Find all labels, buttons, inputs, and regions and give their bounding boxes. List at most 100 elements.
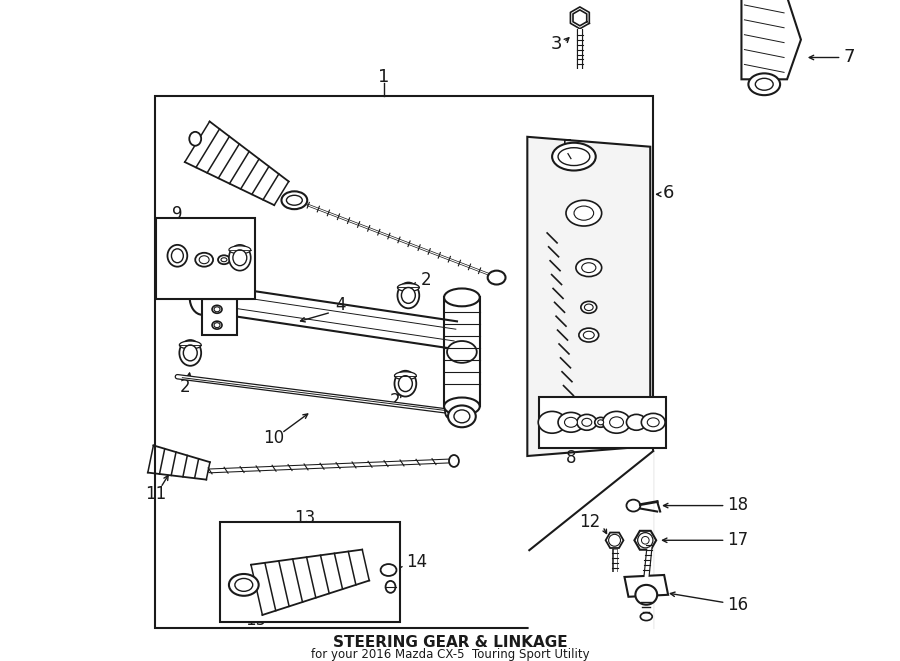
- Text: for your 2016 Mazda CX-5  Touring Sport Utility: for your 2016 Mazda CX-5 Touring Sport U…: [310, 648, 590, 661]
- Ellipse shape: [235, 578, 253, 592]
- Text: 4: 4: [336, 296, 346, 315]
- Ellipse shape: [199, 256, 209, 264]
- Ellipse shape: [749, 73, 780, 95]
- Ellipse shape: [454, 410, 470, 423]
- Ellipse shape: [566, 200, 602, 226]
- Ellipse shape: [598, 420, 604, 425]
- Ellipse shape: [576, 258, 602, 276]
- Ellipse shape: [574, 206, 594, 220]
- Text: 2: 2: [180, 377, 191, 396]
- Ellipse shape: [195, 253, 213, 266]
- Ellipse shape: [609, 417, 624, 428]
- Polygon shape: [527, 137, 650, 456]
- Ellipse shape: [584, 304, 593, 311]
- Ellipse shape: [552, 143, 596, 171]
- Ellipse shape: [171, 249, 184, 262]
- Ellipse shape: [190, 280, 215, 315]
- Ellipse shape: [755, 78, 773, 90]
- Ellipse shape: [401, 288, 415, 303]
- Text: 14: 14: [407, 553, 428, 571]
- Polygon shape: [529, 451, 653, 629]
- Ellipse shape: [218, 255, 230, 264]
- Text: 11: 11: [145, 485, 166, 502]
- Ellipse shape: [212, 305, 222, 313]
- Text: 9: 9: [173, 205, 183, 223]
- Ellipse shape: [626, 414, 646, 430]
- Ellipse shape: [558, 147, 590, 165]
- Ellipse shape: [212, 321, 222, 329]
- Polygon shape: [606, 533, 624, 548]
- Ellipse shape: [581, 418, 592, 426]
- Ellipse shape: [642, 537, 649, 544]
- Ellipse shape: [167, 245, 187, 266]
- Text: 1: 1: [378, 68, 390, 87]
- Text: 18: 18: [727, 496, 749, 514]
- Ellipse shape: [638, 533, 652, 548]
- Text: 7: 7: [843, 48, 855, 65]
- Ellipse shape: [444, 397, 480, 415]
- Text: 13: 13: [293, 510, 315, 527]
- Ellipse shape: [447, 341, 477, 363]
- Text: 2: 2: [391, 393, 401, 410]
- Ellipse shape: [445, 405, 455, 418]
- Ellipse shape: [640, 613, 652, 621]
- Ellipse shape: [580, 301, 597, 313]
- Ellipse shape: [642, 413, 665, 431]
- Text: 8: 8: [566, 449, 577, 467]
- Ellipse shape: [286, 195, 302, 205]
- Bar: [156, 218, 255, 299]
- Polygon shape: [742, 0, 801, 79]
- Ellipse shape: [221, 258, 227, 262]
- Ellipse shape: [179, 341, 202, 349]
- Ellipse shape: [538, 411, 566, 433]
- Ellipse shape: [488, 270, 506, 284]
- Ellipse shape: [229, 245, 251, 270]
- Ellipse shape: [564, 417, 578, 427]
- Text: 2: 2: [420, 270, 431, 289]
- Ellipse shape: [603, 411, 630, 433]
- Ellipse shape: [581, 263, 596, 272]
- Ellipse shape: [448, 405, 476, 427]
- Text: 6: 6: [663, 184, 674, 202]
- Ellipse shape: [399, 375, 412, 391]
- Ellipse shape: [577, 414, 597, 430]
- Polygon shape: [625, 575, 668, 597]
- Polygon shape: [202, 299, 237, 335]
- Bar: [539, 397, 666, 448]
- Text: 15: 15: [245, 611, 266, 629]
- Ellipse shape: [214, 307, 220, 312]
- Text: 10: 10: [263, 429, 284, 447]
- Ellipse shape: [635, 585, 657, 605]
- Polygon shape: [634, 531, 656, 550]
- Ellipse shape: [608, 534, 620, 546]
- Ellipse shape: [179, 340, 202, 366]
- Ellipse shape: [229, 574, 258, 596]
- Text: 16: 16: [727, 596, 749, 613]
- Ellipse shape: [385, 581, 395, 593]
- Ellipse shape: [189, 132, 202, 145]
- Ellipse shape: [449, 455, 459, 467]
- Text: 5: 5: [562, 137, 572, 156]
- Ellipse shape: [444, 288, 480, 306]
- Text: 17: 17: [727, 531, 749, 549]
- Ellipse shape: [394, 371, 417, 379]
- Text: 12: 12: [580, 514, 600, 531]
- Ellipse shape: [394, 371, 417, 397]
- Ellipse shape: [214, 323, 220, 328]
- Ellipse shape: [583, 331, 594, 339]
- Text: 3: 3: [551, 34, 562, 53]
- Bar: [155, 96, 653, 627]
- Ellipse shape: [626, 500, 640, 512]
- Ellipse shape: [282, 191, 307, 209]
- Text: STEERING GEAR & LINKAGE: STEERING GEAR & LINKAGE: [333, 635, 567, 650]
- Ellipse shape: [558, 412, 584, 432]
- Ellipse shape: [595, 417, 607, 427]
- Ellipse shape: [233, 250, 247, 266]
- Ellipse shape: [229, 246, 251, 254]
- Ellipse shape: [184, 345, 197, 361]
- Ellipse shape: [381, 564, 397, 576]
- Ellipse shape: [579, 328, 599, 342]
- Bar: [220, 522, 400, 621]
- Ellipse shape: [647, 418, 659, 427]
- Ellipse shape: [398, 282, 419, 308]
